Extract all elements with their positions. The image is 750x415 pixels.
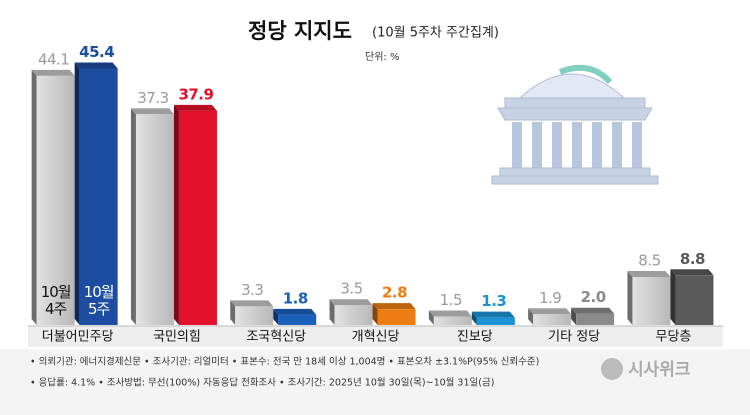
series-label: 10월 4주 (40, 283, 72, 318)
bar-top (173, 104, 217, 111)
bar-top (31, 69, 75, 76)
bar-side (329, 299, 335, 325)
bar (476, 317, 515, 325)
x-tick-label: 진보당 (457, 330, 493, 345)
bar (79, 68, 118, 326)
value-label: 3.5 (340, 280, 362, 298)
x-tick-label: 국민의힘 (153, 330, 201, 345)
note: • 의뢰기관: 에너지경제신문 • 조사기관: 리얼미터 • 표본수: 전국 만… (30, 356, 539, 368)
bar-side (273, 308, 279, 325)
value-label: 8.5 (638, 251, 660, 269)
value-label: 1.8 (283, 289, 308, 307)
bar-side (74, 62, 80, 326)
bar-top (627, 270, 671, 277)
bar-top (329, 299, 373, 306)
bar-top (372, 303, 416, 310)
bar-side (173, 104, 179, 326)
bar-top (428, 310, 472, 317)
bar-top (528, 308, 572, 315)
value-label: 45.4 (79, 43, 114, 61)
source-logo: 시사위크 (628, 360, 691, 380)
bar-side (372, 303, 378, 325)
bar-side (130, 108, 136, 325)
bar-side (571, 307, 577, 325)
bar-top (670, 269, 714, 276)
bar-side (31, 69, 37, 326)
bar (334, 305, 373, 325)
building-icon (491, 64, 659, 185)
bar-side (528, 308, 534, 325)
bar-side (428, 310, 434, 325)
bar-top (471, 311, 515, 318)
value-label: 3.3 (241, 281, 263, 299)
chart-subtitle: (10월 5주차 주간집계) (372, 26, 499, 41)
bar-top (230, 300, 274, 307)
bar-top (130, 108, 174, 115)
x-tick-label: 기타 정당 (548, 330, 600, 345)
unit-label: 단위: % (365, 50, 399, 63)
value-label: 8.8 (680, 250, 705, 268)
x-tick-label: 더불어민주당 (42, 330, 114, 345)
bar-top (74, 62, 118, 69)
value-label: 37.3 (137, 89, 168, 107)
bar-side (627, 270, 633, 325)
chart-title: 정당 지지도 (248, 19, 352, 43)
bar (632, 276, 671, 325)
bar (135, 114, 174, 325)
bar-top (273, 308, 317, 315)
value-label: 44.1 (38, 50, 69, 68)
x-tick-label: 조국혁신당 (246, 330, 306, 345)
value-label: 1.3 (481, 292, 506, 310)
bar-side (230, 300, 236, 325)
bar (576, 313, 615, 325)
value-label: 37.9 (178, 85, 213, 103)
bar-side (471, 311, 477, 325)
bar (278, 314, 317, 325)
category-band (28, 326, 723, 347)
bar-side (670, 269, 676, 325)
note: • 응답률: 4.1% • 조사방법: 무선(100%) 자동응답 전화조사 •… (30, 377, 494, 389)
bar (178, 110, 217, 326)
notes-band (0, 349, 750, 415)
bar (533, 314, 572, 325)
x-tick-label: 무당층 (656, 330, 692, 345)
value-label: 2.0 (581, 288, 606, 306)
x-tick-label: 개혁신당 (352, 330, 400, 345)
value-label: 2.8 (382, 284, 407, 302)
series-label: 10월 5주 (83, 283, 115, 318)
value-label: 1.9 (539, 289, 561, 307)
bar-top (571, 307, 615, 314)
bar (377, 309, 416, 325)
logo-icon (601, 358, 623, 380)
value-label: 1.5 (440, 291, 462, 309)
bar (36, 75, 75, 326)
bar (235, 306, 274, 325)
bar (675, 275, 714, 325)
bar (433, 316, 472, 325)
